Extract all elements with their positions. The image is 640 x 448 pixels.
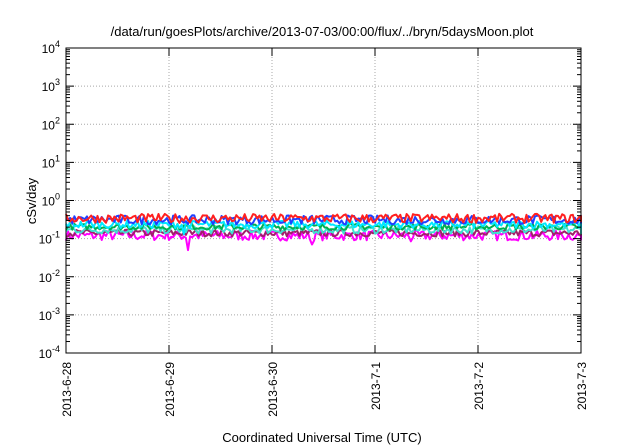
y-tick-label: 10-4 [39,344,60,361]
x-tick-label: 2013-7-1 [369,362,383,410]
y-tick-label: 100 [42,192,60,209]
x-tick-label: 2013-6-30 [266,362,280,417]
series-lines [65,212,582,252]
series-line [65,212,582,224]
x-tick-label: 2013-6-28 [60,362,74,417]
y-tick-labels: 10-4 10-3 10-2 10-1 100 101 102 103 104 [39,39,60,361]
x-tick-label: 2013-6-29 [163,362,177,417]
y-tick-label: 103 [42,77,60,94]
x-axis-label: Coordinated Universal Time (UTC) [222,430,421,445]
x-tick-label: 2013-7-3 [575,362,589,410]
axis-ticks [65,47,582,354]
y-tick-label: 104 [42,39,60,56]
chart-title: /data/run/goesPlots/archive/2013-07-03/0… [111,24,534,39]
series-line [65,219,582,236]
y-tick-label: 10-3 [39,306,60,323]
y-tick-label: 10-2 [39,268,60,285]
y-axis-label: cSv/day [24,177,39,224]
x-tick-labels: 2013-6-28 2013-6-29 2013-6-30 2013-7-1 2013-… [60,362,589,417]
y-tick-label: 101 [42,153,60,170]
y-tick-label: 10-1 [39,230,60,247]
y-tick-label: 102 [42,115,60,132]
x-tick-label: 2013-7-2 [472,362,486,410]
plot-frame [65,47,582,354]
grid-lines [66,48,581,353]
